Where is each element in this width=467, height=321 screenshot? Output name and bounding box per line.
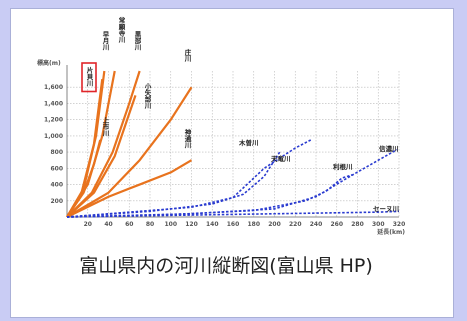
x-tick-label: 320	[393, 221, 406, 228]
figure-card: 200 400 600 800 1,000 1,200 1,400 1,600 20 40 60 80…	[10, 8, 454, 318]
y-tick-label: 1,200	[44, 117, 63, 124]
highlight-box	[81, 62, 97, 93]
x-tick-label: 80	[146, 221, 154, 228]
x-tick-label: 40	[104, 221, 112, 228]
x-tick-label: 20	[84, 221, 92, 228]
series-label: 片貝川	[85, 66, 94, 87]
y-tick-label: 1,000	[44, 133, 63, 140]
x-axis-label: 延長(km)	[376, 228, 405, 236]
series-line	[66, 159, 193, 218]
series-line	[66, 210, 400, 218]
series-line	[66, 139, 102, 218]
series-label: 庄川	[183, 48, 192, 63]
x-tick-label: 300	[372, 221, 385, 228]
x-tick-label: 160	[227, 221, 240, 228]
series-line	[66, 148, 398, 218]
series-line	[66, 139, 312, 218]
series-label: 常願寺川	[117, 16, 126, 44]
series-line	[66, 78, 104, 218]
series-line	[66, 151, 281, 218]
x-tick-label: 260	[330, 221, 343, 228]
y-tick-label: 1,400	[44, 100, 63, 107]
series-label: 上市川	[101, 116, 110, 137]
series-label: 神通川	[183, 128, 192, 149]
x-tick-label: 200	[268, 221, 281, 228]
y-tick-label: 400	[50, 182, 63, 189]
x-tick-label: 280	[351, 221, 364, 228]
series-label: 小矢部川	[143, 82, 152, 110]
y-tick-label: 800	[50, 149, 63, 156]
x-tick-label: 240	[310, 221, 323, 228]
series-label: 黒部川	[133, 30, 142, 51]
figure-caption: 富山県内の河川縦断図(富山県 HP)	[79, 255, 373, 277]
y-axis-label: 標高(m)	[37, 59, 61, 67]
series-label: 信濃川	[379, 144, 399, 153]
series-line	[66, 86, 193, 218]
x-tick-label: 220	[289, 221, 302, 228]
series-line	[66, 94, 137, 218]
river-profile-chart: 200 400 600 800 1,000 1,200 1,400 1,600 20 40 60 80…	[37, 16, 406, 236]
y-tick-label: 200	[50, 198, 63, 205]
y-tick-label: 600	[50, 165, 63, 172]
y-tick-label: 1,600	[44, 84, 63, 91]
series-label: 木曽川	[238, 138, 259, 147]
x-tick-label: 120	[185, 221, 198, 228]
series-label: 早月川	[101, 30, 110, 51]
x-tick-label: 100	[164, 221, 177, 228]
x-tick-label: 180	[247, 221, 260, 228]
x-tick-label: 60	[125, 221, 133, 228]
series-label: 天竜川	[271, 154, 291, 163]
series-label: セーヌ川	[373, 205, 399, 213]
x-tick-label: 140	[206, 221, 219, 228]
series-label: 利根川	[333, 162, 353, 171]
